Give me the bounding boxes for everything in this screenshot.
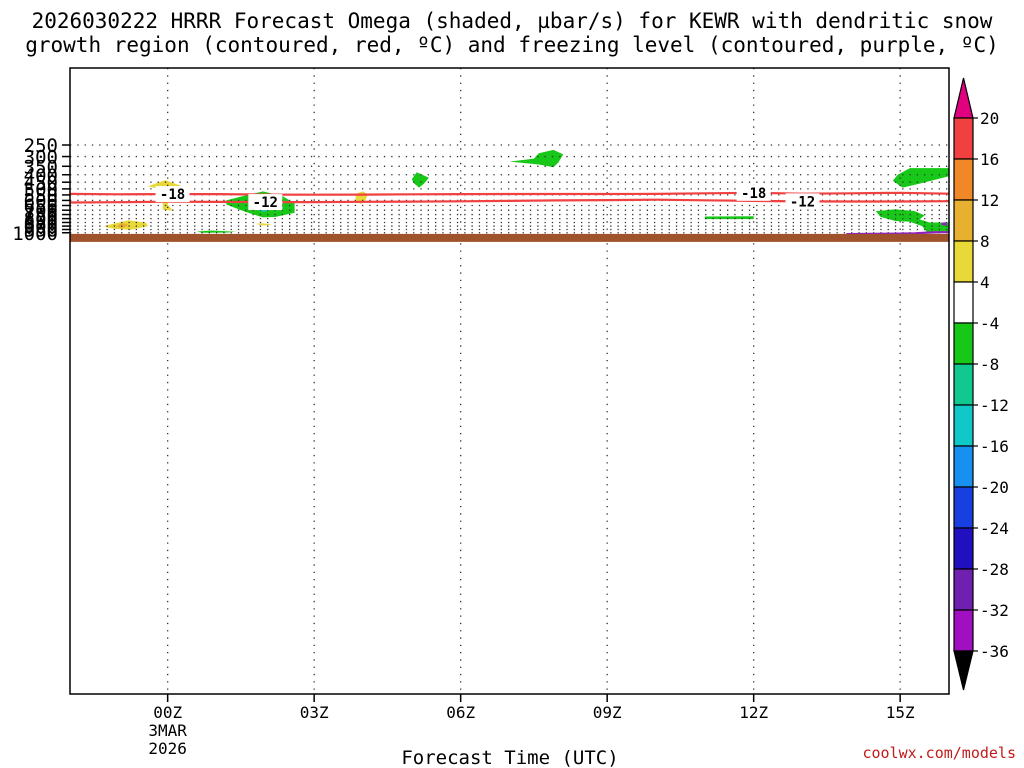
- omega-region-8: [411, 172, 429, 188]
- colorbar-segment-8: [953, 445, 974, 488]
- omega-region-7: [197, 230, 236, 233]
- isotherm-label-bg-0-0: [155, 186, 190, 203]
- colorbar-segment-0: [953, 117, 974, 160]
- chart-title-line2: growth region (contoured, red, ºC) and f…: [25, 33, 999, 57]
- colorbar-label-1: 16: [980, 150, 999, 169]
- colorbar-segment-10: [953, 527, 974, 570]
- omega-region-4: [255, 223, 273, 226]
- colorbar-label-10: -24: [980, 519, 1009, 538]
- omega-shading-layer: [104, 149, 949, 233]
- x-tick-label-15Z: 15Z: [886, 703, 915, 722]
- colorbar-label-5: -4: [980, 314, 999, 333]
- omega-region-12: [875, 209, 949, 233]
- colorbar-segment-7: [953, 404, 974, 447]
- y-tick-label-650: 650: [24, 195, 58, 217]
- colorbar-segment-4: [953, 281, 974, 324]
- y-tick-label-800: 800: [24, 209, 58, 231]
- isotherm-label-bg-1-0: [248, 194, 283, 211]
- y-axis: 2503003504004505005506006507007508008509…: [12, 135, 70, 245]
- colorbar-segment-2: [953, 199, 974, 242]
- y-tick-label-550: 550: [24, 185, 58, 207]
- isotherm-label-1-1: -12: [790, 194, 815, 210]
- y-tick-label-850: 850: [24, 212, 58, 234]
- colorbar-top-arrow: [953, 77, 974, 119]
- colorbar-label-3: 8: [980, 232, 990, 251]
- omega-region-11: [892, 168, 949, 188]
- colorbar-label-8: -16: [980, 437, 1009, 456]
- colorbar-segment-5: [953, 322, 974, 365]
- colorbar-segment-6: [953, 363, 974, 406]
- x-tick-label-00Z: 00Z: [153, 703, 182, 722]
- chart-title-line1: 2026030222 HRRR Forecast Omega (shaded, …: [31, 9, 993, 33]
- isotherm-label-bg-1-1: [785, 193, 820, 210]
- colorbar-label-6: -8: [980, 355, 999, 374]
- x-axis-label: Forecast Time (UTC): [401, 747, 618, 768]
- isotherm-label-bg-0-1: [736, 184, 771, 201]
- colorbar-segment-12: [953, 609, 974, 652]
- y-tick-label-250: 250: [24, 135, 58, 157]
- freezing-level-line: [846, 231, 949, 236]
- isotherm-label-1-0: -12: [253, 195, 278, 211]
- y-tick-label-950: 950: [24, 220, 58, 242]
- y-tick-label-300: 300: [24, 147, 58, 169]
- colorbar-segment-1: [953, 158, 974, 201]
- colorbar-segment-11: [953, 568, 974, 611]
- y-tick-label-500: 500: [24, 179, 58, 201]
- y-tick-label-900: 900: [24, 216, 58, 238]
- isotherm-label-0-1: -18: [741, 186, 766, 202]
- x-tick-sublabel-1: 2026: [148, 739, 187, 758]
- y-tick-label-700: 700: [24, 200, 58, 222]
- colorbar-label-9: -20: [980, 478, 1009, 497]
- colorbar-bottom-arrow: [953, 650, 974, 691]
- contour-label-layer: -18 -18 -12 -12: [155, 184, 820, 211]
- colorbar-label-2: 12: [980, 191, 999, 210]
- isotherm-label-0-0: -18: [160, 187, 185, 203]
- x-tick-label-12Z: 12Z: [739, 703, 768, 722]
- grid-layer: [70, 68, 949, 694]
- y-tick-label-600: 600: [24, 190, 58, 212]
- colorbar-label-7: -12: [980, 396, 1009, 415]
- colorbar-label-13: -36: [980, 642, 1009, 661]
- y-tick-label-750: 750: [24, 205, 58, 227]
- y-tick-label-350: 350: [24, 156, 58, 178]
- x-tick-label-09Z: 09Z: [593, 703, 622, 722]
- x-tick-label-06Z: 06Z: [446, 703, 475, 722]
- y-tick-label-400: 400: [24, 165, 58, 187]
- plot-frame: [69, 67, 950, 695]
- x-tick-label-03Z: 03Z: [300, 703, 329, 722]
- x-tick-sublabel-0: 3MAR: [148, 721, 187, 740]
- freezing-level-line-upper: [941, 222, 947, 226]
- omega-region-10: [704, 216, 754, 220]
- colorbar-label-11: -28: [980, 560, 1009, 579]
- colorbar-label-0: 20: [980, 109, 999, 128]
- y-tick-label-450: 450: [24, 172, 58, 194]
- omega-region-9: [509, 149, 564, 168]
- ground-surface: [70, 233, 949, 242]
- colorbar-label-4: 4: [980, 273, 990, 292]
- colorbar-segment-9: [953, 486, 974, 529]
- colorbar-segment-3: [953, 240, 974, 283]
- credit-text: coolwx.com/models: [862, 744, 1016, 762]
- colorbar: 20 16 12 8 4 -4 -8 -12 -16 -20 -24 -28 -32 -36: [953, 77, 1009, 691]
- y-tick-label-1000: 1000: [12, 223, 58, 245]
- colorbar-label-12: -32: [980, 601, 1009, 620]
